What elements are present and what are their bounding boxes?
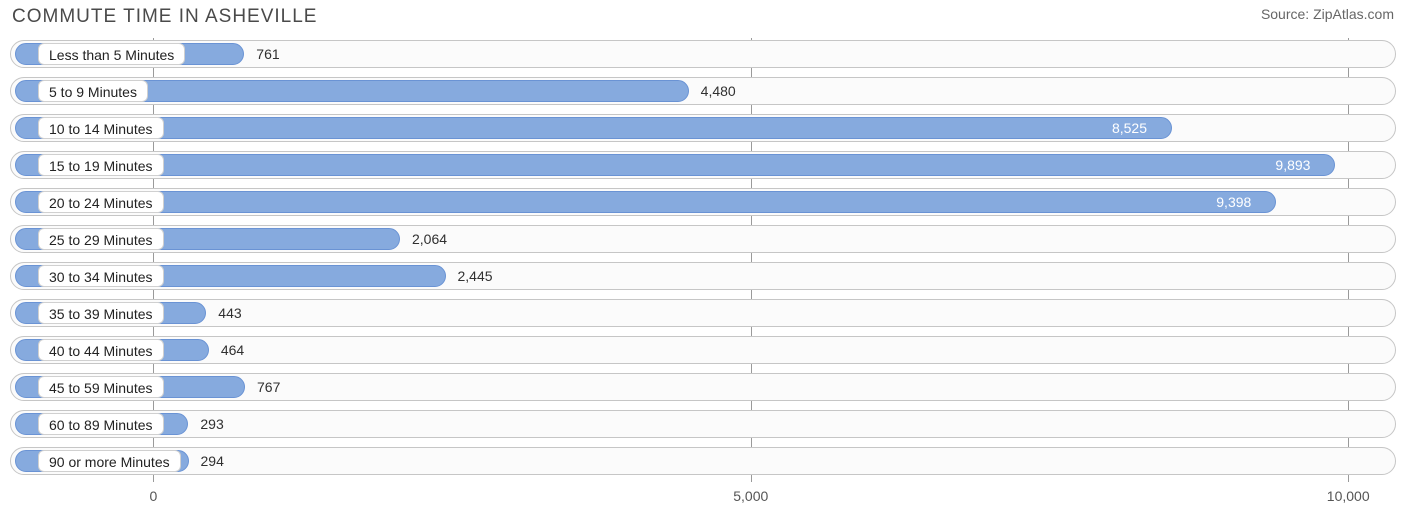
value-label: 464: [221, 339, 244, 361]
bar-row: 5 to 9 Minutes 4,480: [10, 75, 1396, 107]
category-label: 45 to 59 Minutes: [38, 376, 164, 398]
value-label: 761: [256, 43, 279, 65]
bar: [15, 154, 1335, 176]
source-link[interactable]: ZipAtlas.com: [1313, 6, 1394, 22]
bar-row: 35 to 39 Minutes 443: [10, 297, 1396, 329]
category-label: 25 to 29 Minutes: [38, 228, 164, 250]
value-label: 2,445: [458, 265, 493, 287]
value-label: 2,064: [412, 228, 447, 250]
value-label: 8,525: [1112, 117, 1147, 139]
chart-area: Less than 5 Minutes 761 5 to 9 Minutes 4,48…: [0, 38, 1406, 512]
bar-row: 90 or more Minutes 294: [10, 445, 1396, 477]
bar-row: 10 to 14 Minutes 8,525: [10, 112, 1396, 144]
x-tick-label: 5,000: [733, 488, 768, 504]
value-label: 9,398: [1216, 191, 1251, 213]
bar: [15, 117, 1172, 139]
bar-track: [10, 336, 1396, 364]
bar-row: Less than 5 Minutes 761: [10, 38, 1396, 70]
bar-row: 45 to 59 Minutes 767: [10, 371, 1396, 403]
category-label: 5 to 9 Minutes: [38, 80, 148, 102]
value-label: 767: [257, 376, 280, 398]
category-label: 30 to 34 Minutes: [38, 265, 164, 287]
x-axis: 0 5,000 10,000: [10, 482, 1396, 510]
chart-plot: Less than 5 Minutes 761 5 to 9 Minutes 4,48…: [10, 38, 1396, 482]
bar-row: 60 to 89 Minutes 293: [10, 408, 1396, 440]
chart-header: COMMUTE TIME IN ASHEVILLE Source: ZipAtl…: [0, 0, 1406, 34]
category-label: 90 or more Minutes: [38, 450, 181, 472]
category-label: Less than 5 Minutes: [38, 43, 185, 65]
chart-title: COMMUTE TIME IN ASHEVILLE: [12, 6, 317, 27]
category-label: 35 to 39 Minutes: [38, 302, 164, 324]
category-label: 10 to 14 Minutes: [38, 117, 164, 139]
value-label: 293: [200, 413, 223, 435]
category-label: 15 to 19 Minutes: [38, 154, 164, 176]
category-label: 20 to 24 Minutes: [38, 191, 164, 213]
value-label: 4,480: [701, 80, 736, 102]
chart-container: COMMUTE TIME IN ASHEVILLE Source: ZipAtl…: [0, 0, 1406, 522]
bar-row: 15 to 19 Minutes 9,893: [10, 149, 1396, 181]
bar: [15, 191, 1276, 213]
source-label: Source:: [1261, 6, 1313, 22]
category-label: 60 to 89 Minutes: [38, 413, 164, 435]
bar-row: 25 to 29 Minutes 2,064: [10, 223, 1396, 255]
value-label: 443: [218, 302, 241, 324]
chart-source: Source: ZipAtlas.com: [1261, 6, 1394, 22]
category-label: 40 to 44 Minutes: [38, 339, 164, 361]
bar-row: 30 to 34 Minutes 2,445: [10, 260, 1396, 292]
x-tick-label: 0: [149, 488, 157, 504]
value-label: 9,893: [1275, 154, 1310, 176]
value-label: 294: [201, 450, 224, 472]
bar-row: 20 to 24 Minutes 9,398: [10, 186, 1396, 218]
x-tick-label: 10,000: [1327, 488, 1370, 504]
bar-row: 40 to 44 Minutes 464: [10, 334, 1396, 366]
